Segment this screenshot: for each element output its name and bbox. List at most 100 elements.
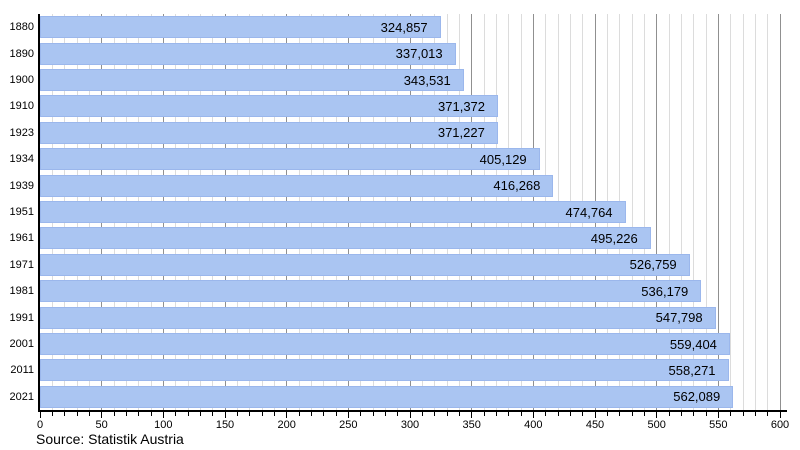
x-axis-tick-label: 500 — [647, 419, 666, 431]
x-tick-minor — [520, 412, 522, 416]
x-axis-tick-label: 400 — [524, 419, 543, 431]
y-axis-label-1923: 1923 — [9, 126, 34, 139]
bar-row: 562,089 — [40, 384, 780, 410]
grid-minor-line — [730, 14, 732, 410]
x-tick-major — [471, 412, 473, 418]
x-tick-minor — [582, 412, 584, 416]
x-tick-minor — [76, 412, 78, 416]
y-axis-label-1890: 1890 — [9, 47, 34, 60]
x-tick-major — [39, 412, 41, 418]
x-tick-major — [409, 412, 411, 418]
x-tick-minor — [508, 412, 510, 416]
x-tick-minor — [384, 412, 386, 416]
x-tick-major — [717, 412, 719, 418]
x-tick-minor — [557, 412, 559, 416]
bar-row: 416,268 — [40, 172, 780, 198]
grid-minor-line — [742, 14, 744, 410]
x-axis-line — [38, 410, 787, 412]
y-axis-label-1934: 1934 — [9, 153, 34, 166]
grid-minor-line — [631, 14, 633, 410]
x-tick-minor — [693, 412, 695, 416]
x-tick-minor — [360, 412, 362, 416]
x-tick-minor — [88, 412, 90, 416]
x-axis-tick-label: 250 — [339, 419, 358, 431]
y-axis-labels: 1880 1890 1900 1910 1923 1934 1939 1951 1961 1971… — [0, 14, 34, 410]
y-axis-label-1991: 1991 — [9, 311, 34, 324]
bar-row: 559,404 — [40, 331, 780, 357]
x-axis-tick-label: 200 — [277, 419, 296, 431]
x-tick-minor — [323, 412, 325, 416]
x-tick-minor — [372, 412, 374, 416]
bar-row: 547,798 — [40, 304, 780, 330]
bar-1991: 547,798 — [40, 306, 716, 329]
x-tick-minor — [175, 412, 177, 416]
bar-value-label: 495,226 — [590, 230, 638, 246]
x-tick-major — [532, 412, 534, 418]
y-axis-label-1939: 1939 — [9, 179, 34, 192]
bar-value-label: 547,798 — [655, 310, 703, 326]
bar-value-label: 474,764 — [565, 204, 613, 220]
x-tick-major — [656, 412, 658, 418]
bar-value-label: 337,013 — [395, 46, 443, 62]
bar-value-label: 558,271 — [668, 362, 716, 378]
bar-row: 371,372 — [40, 93, 780, 119]
bar-2001: 559,404 — [40, 333, 730, 356]
bar-1939: 416,268 — [40, 174, 554, 197]
bar-value-label: 559,404 — [669, 336, 717, 352]
x-tick-minor — [767, 412, 769, 416]
x-tick-minor — [705, 412, 707, 416]
bar-row: 526,759 — [40, 252, 780, 278]
x-tick-minor — [545, 412, 547, 416]
x-tick-minor — [261, 412, 263, 416]
x-axis-tick-label: 600 — [770, 419, 790, 431]
plot-area: 324,857 337,013 343,531 371,372 371,227 405,1… — [40, 14, 781, 410]
x-axis-tick-label: 100 — [154, 419, 173, 431]
grid-major-line — [717, 14, 719, 410]
x-tick-minor — [631, 412, 633, 416]
y-axis-line — [38, 14, 40, 411]
y-axis-label-2011: 2011 — [10, 364, 34, 377]
x-tick-minor — [754, 412, 756, 416]
x-axis-tick-label: 0 — [36, 419, 44, 431]
source-caption: Source: Statistik Austria — [36, 431, 184, 447]
bar-row: 371,227 — [40, 120, 780, 146]
bar-value-label: 371,372 — [438, 98, 486, 114]
bar-value-label: 343,531 — [403, 72, 451, 88]
x-axis-tick-label: 450 — [585, 419, 605, 431]
bar-1900: 343,531 — [40, 69, 464, 92]
bar-row: 558,271 — [40, 357, 780, 383]
x-tick-minor — [668, 412, 670, 416]
x-tick-minor — [458, 412, 460, 416]
bar-value-label: 416,268 — [493, 178, 541, 194]
y-axis-label-2021: 2021 — [9, 390, 34, 403]
bar-row: 536,179 — [40, 278, 780, 304]
y-axis-label-1900: 1900 — [9, 74, 34, 87]
y-axis-label-1971: 1971 — [9, 258, 34, 271]
x-tick-minor — [434, 412, 436, 416]
x-tick-major — [779, 412, 781, 418]
x-tick-minor — [113, 412, 115, 416]
x-tick-minor — [421, 412, 423, 416]
x-tick-major — [162, 412, 164, 418]
bar-row: 495,226 — [40, 225, 780, 251]
bar-1981: 536,179 — [40, 280, 702, 303]
x-axis-tick-label: 50 — [95, 419, 108, 431]
x-tick-minor — [742, 412, 744, 416]
x-tick-minor — [397, 412, 399, 416]
grid-minor-line — [680, 14, 682, 410]
bar-1934: 405,129 — [40, 148, 540, 171]
x-tick-major — [101, 412, 103, 418]
x-axis-tick-label: 550 — [709, 419, 728, 431]
x-axis-tick-label: 350 — [462, 419, 481, 431]
x-tick-minor — [335, 412, 337, 416]
x-tick-major — [594, 412, 596, 418]
x-tick-minor — [138, 412, 140, 416]
y-axis-label-1981: 1981 — [9, 285, 34, 298]
bar-1910: 371,372 — [40, 95, 499, 118]
x-tick-major — [224, 412, 226, 418]
x-tick-major — [347, 412, 349, 418]
x-tick-minor — [51, 412, 53, 416]
grid-minor-line — [693, 14, 695, 410]
grid-minor-line — [767, 14, 769, 410]
y-axis-label-1951: 1951 — [9, 206, 34, 219]
